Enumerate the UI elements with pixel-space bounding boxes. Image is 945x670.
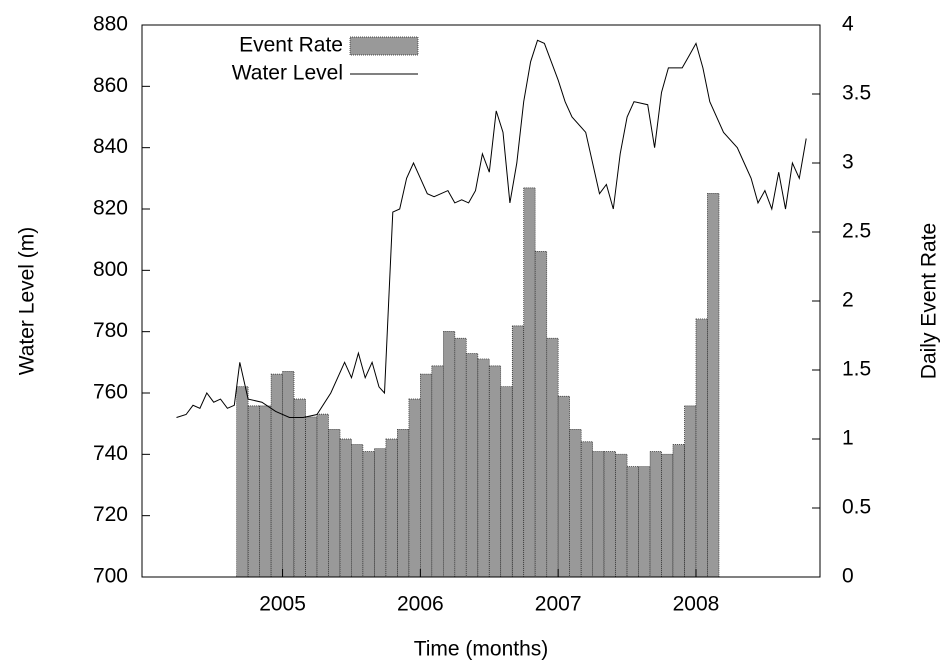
bar (362, 451, 375, 578)
bar (615, 453, 628, 578)
water-level-line (176, 39, 807, 418)
bar (638, 466, 651, 578)
bar (465, 353, 479, 578)
bar (236, 386, 249, 578)
bar (282, 371, 295, 578)
bar (511, 325, 525, 578)
bar (454, 337, 467, 578)
y2-tick-label: 2.5 (842, 220, 871, 243)
y-tick-label: 880 (93, 13, 128, 36)
x-tick-label: 2005 (259, 593, 306, 616)
bar (603, 451, 616, 578)
y2-tick-label: 3 (842, 151, 854, 174)
y-tick-label: 740 (93, 442, 128, 465)
bar (523, 187, 536, 578)
bar (592, 451, 605, 578)
bar (626, 466, 639, 578)
bar (385, 438, 398, 578)
bar (557, 395, 570, 578)
bar (707, 193, 720, 578)
x-tick-label: 2008 (673, 593, 720, 616)
bar (695, 318, 708, 578)
legend-label: Water Level (232, 62, 343, 85)
y-tick-label: 720 (93, 503, 128, 526)
legend-label: Event Rate (239, 34, 343, 57)
bar (270, 373, 283, 578)
bar (305, 416, 318, 578)
bar (316, 413, 329, 578)
bar (546, 337, 559, 578)
y2-axis-label: Daily Event Rate (918, 223, 941, 379)
bar (420, 373, 433, 578)
y-tick-label: 700 (93, 565, 128, 588)
bar (672, 444, 685, 578)
bar (443, 331, 456, 578)
bar (293, 398, 306, 578)
y-tick-label: 860 (93, 74, 128, 97)
bar (661, 453, 674, 578)
bar (580, 441, 593, 578)
y2-tick-label: 2 (842, 289, 854, 312)
legend-swatch (349, 36, 419, 56)
y-axis-label: Water Level (m) (16, 227, 39, 376)
y2-tick-label: 4 (842, 13, 854, 36)
y-tick-label: 840 (93, 135, 128, 158)
bar (431, 365, 444, 578)
y2-tick-label: 3.5 (842, 82, 871, 105)
y-tick-label: 780 (93, 319, 128, 342)
y-tick-label: 760 (93, 381, 128, 404)
bar (569, 428, 582, 578)
bar (247, 405, 260, 578)
y-tick-label: 800 (93, 258, 128, 281)
y2-tick-label: 1.5 (842, 358, 871, 381)
bar (649, 451, 662, 578)
bar (488, 365, 502, 578)
y-tick-label: 820 (93, 197, 128, 220)
bar (259, 405, 272, 578)
x-tick-label: 2007 (535, 593, 582, 616)
bar (339, 438, 352, 578)
bar (397, 428, 410, 578)
bar (328, 428, 341, 578)
y2-tick-label: 0.5 (842, 496, 871, 519)
bar (477, 358, 490, 578)
y2-tick-label: 0 (842, 565, 854, 588)
bar (374, 448, 387, 578)
x-tick-label: 2006 (397, 593, 444, 616)
bar (684, 405, 697, 578)
bar (534, 250, 548, 578)
x-axis-label: Time (months) (414, 638, 549, 661)
bar (408, 398, 421, 578)
bar (500, 386, 513, 578)
bar (351, 444, 364, 578)
y2-tick-label: 1 (842, 427, 854, 450)
